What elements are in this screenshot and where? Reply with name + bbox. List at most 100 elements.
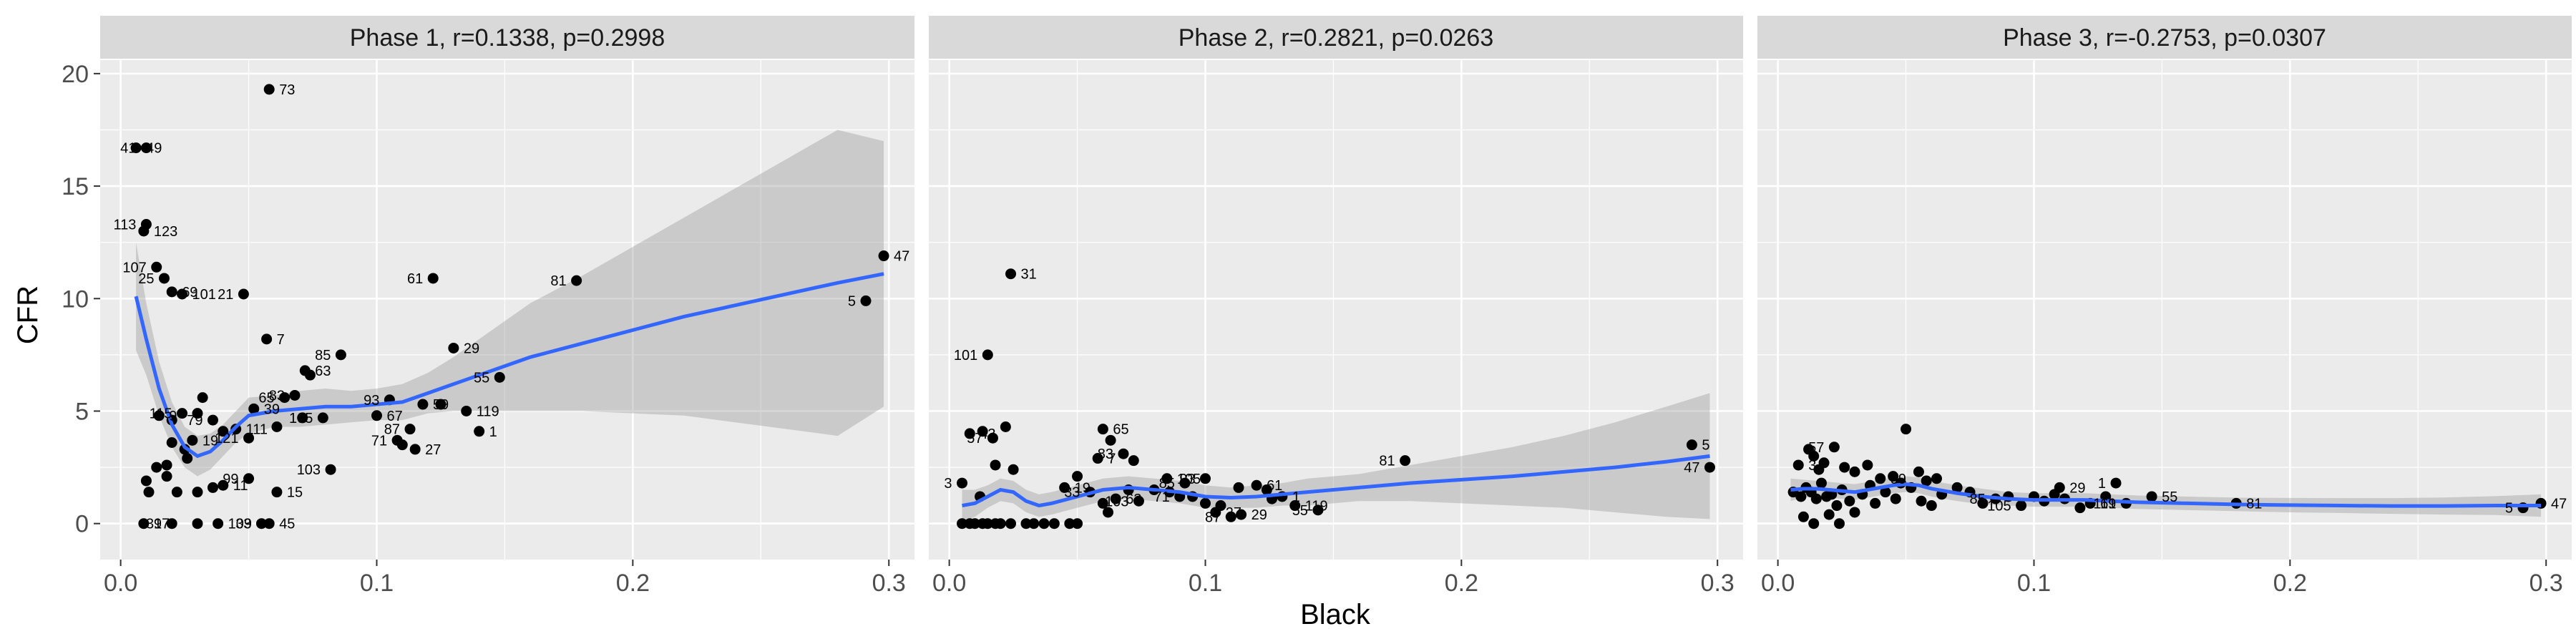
data-point <box>982 349 993 361</box>
x-axis-ticks: 0.0 0.1 0.2 0.3 <box>104 560 906 597</box>
point-label: 73 <box>279 82 295 98</box>
data-point <box>1875 473 1886 484</box>
point-label: 45 <box>279 517 295 532</box>
point-label: 85 <box>1159 476 1175 492</box>
data-point <box>1005 518 1017 530</box>
data-point <box>1072 518 1083 530</box>
data-point <box>1020 518 1032 530</box>
point-label: 63 <box>315 364 331 379</box>
data-point <box>1815 477 1827 489</box>
data-point <box>1921 475 1932 487</box>
data-point <box>1913 466 1924 477</box>
data-point <box>2074 502 2086 514</box>
facet-strip-title: Phase 3, r=-0.2753, p=0.0307 <box>2003 24 2326 52</box>
data-point <box>243 473 255 484</box>
point-label: 105 <box>1987 499 2011 514</box>
smooth-line <box>1790 482 2542 508</box>
data-point <box>140 475 152 487</box>
point-label: 57 <box>1808 440 1824 456</box>
x-tick-label: 0.3 <box>872 570 906 597</box>
x-axis-ticks: 0.0 0.1 0.2 0.3 <box>932 560 1735 597</box>
point-label: 67 <box>386 409 402 424</box>
x-tick-label: 0.1 <box>1189 570 1222 597</box>
x-axis-title: Black <box>1300 599 1371 630</box>
point-label: 83 <box>1098 447 1113 462</box>
point-label: 61 <box>2100 496 2116 512</box>
point-label: 119 <box>1305 499 1328 514</box>
x-tick-label: 0.2 <box>1445 570 1478 597</box>
data-point <box>1862 459 1873 471</box>
point-label: 27 <box>425 442 441 458</box>
point-label: 93 <box>364 393 379 409</box>
point-label: 61 <box>407 271 423 287</box>
data-point <box>1951 482 1963 493</box>
data-point <box>213 518 224 530</box>
panels-layer: Phase 1, r=0.1338, p=0.29984941731071231… <box>62 16 2572 597</box>
data-point <box>878 250 889 262</box>
point-label: 31 <box>1021 267 1037 283</box>
point-label: 121 <box>215 431 238 447</box>
data-point <box>1828 441 1840 453</box>
data-point <box>1834 518 1845 530</box>
point-label: 19 <box>1075 480 1091 496</box>
data-point <box>1133 495 1144 507</box>
data-point <box>427 273 439 284</box>
data-point <box>243 432 255 444</box>
facet-strip <box>929 16 1743 59</box>
data-point <box>461 405 472 416</box>
point-label: 47 <box>1684 460 1699 476</box>
data-point <box>1233 482 1244 493</box>
data-point <box>171 487 182 498</box>
point-label: 1 <box>1292 489 1300 505</box>
data-point <box>957 477 968 489</box>
data-point <box>1005 268 1017 280</box>
point-label: 19 <box>203 433 218 449</box>
data-point <box>1312 504 1324 516</box>
smooth-line <box>134 272 884 459</box>
data-point <box>435 399 447 410</box>
data-point <box>977 518 988 530</box>
point-label: 81 <box>1379 454 1395 469</box>
data-point <box>1890 493 1901 504</box>
point-label: 83 <box>269 388 285 404</box>
data-point <box>192 408 203 419</box>
point-label: 55 <box>1292 503 1308 519</box>
data-point <box>153 410 165 421</box>
point-label: 71 <box>1153 489 1169 505</box>
y-tick-label: 10 <box>62 286 89 313</box>
data-point <box>197 392 208 404</box>
data-point <box>138 225 150 237</box>
data-point <box>263 84 275 95</box>
data-point <box>409 444 421 455</box>
point-label: 103 <box>1105 494 1128 509</box>
data-point <box>1064 518 1075 530</box>
point-label: 43 <box>980 426 995 442</box>
data-point <box>261 333 273 345</box>
data-point <box>1179 477 1191 489</box>
point-label: 105 <box>289 411 313 426</box>
point-label: 41 <box>120 141 136 157</box>
point-label: 27 <box>1226 505 1241 521</box>
point-label: 79 <box>187 413 203 429</box>
facet-strip <box>1757 16 2572 59</box>
data-point <box>1849 466 1860 477</box>
data-points <box>130 84 889 530</box>
data-point <box>995 518 1006 530</box>
data-point <box>417 399 429 410</box>
data-point <box>1823 509 1835 520</box>
data-point <box>166 437 177 449</box>
data-point <box>2146 491 2157 502</box>
data-point <box>1818 457 1830 469</box>
point-label: 59 <box>433 397 449 413</box>
data-point <box>2110 477 2122 489</box>
point-label: 119 <box>477 404 499 419</box>
point-label: 99 <box>1890 472 1906 487</box>
y-tick-label: 5 <box>75 398 89 425</box>
data-point <box>474 426 485 437</box>
data-point <box>248 403 260 414</box>
x-tick-label: 0.1 <box>360 570 394 597</box>
x-tick-label: 0.1 <box>2017 570 2051 597</box>
point-label: 71 <box>371 433 387 449</box>
point-label: 33 <box>235 517 251 532</box>
